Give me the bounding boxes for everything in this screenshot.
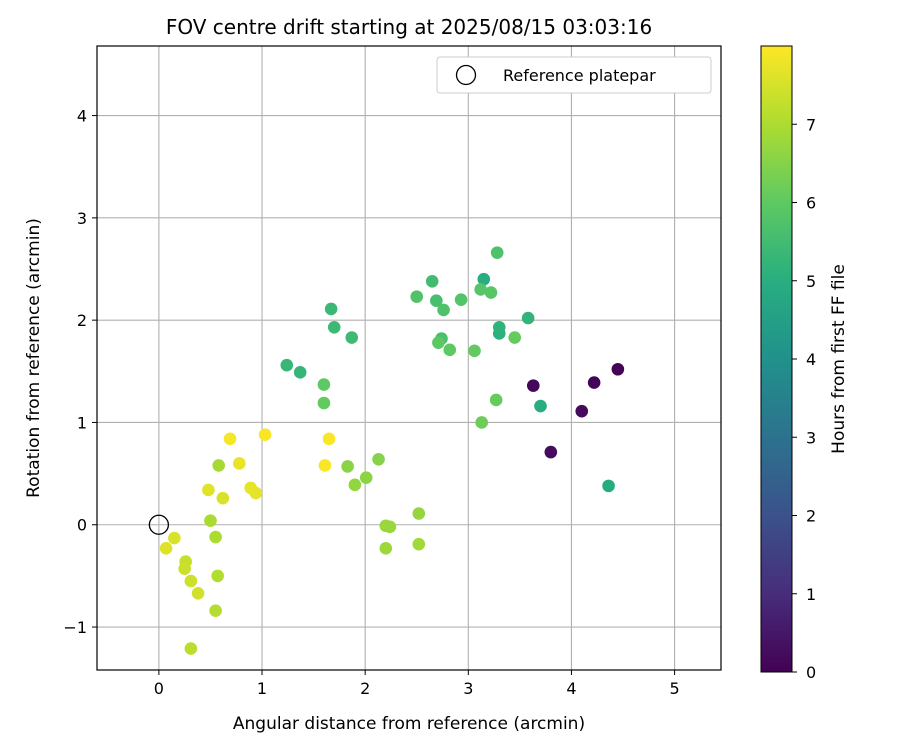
- scatter-point: [437, 303, 450, 317]
- y-tick-label: 0: [77, 516, 87, 535]
- scatter-point: [430, 294, 443, 308]
- reference-platepar-marker: [148, 514, 170, 535]
- scatter-point: [383, 520, 397, 534]
- scatter-point: [168, 531, 181, 545]
- scatter-point: [359, 471, 373, 484]
- scatter-point: [324, 302, 338, 316]
- colorbar-tick-label: 0: [806, 663, 816, 682]
- scatter-point: [544, 445, 558, 459]
- x-tick-label: 4: [566, 679, 576, 698]
- scatter-point: [412, 507, 426, 520]
- scatter-point: [490, 246, 504, 259]
- scatter-point: [293, 366, 307, 379]
- y-tick-label: 4: [77, 107, 87, 126]
- legend: Reference platepar: [436, 56, 712, 94]
- scatter-point: [345, 331, 359, 344]
- scatter-point: [526, 379, 540, 392]
- x-tick-label: 5: [669, 679, 679, 698]
- scatter-point: [602, 479, 615, 493]
- scatter-point: [521, 311, 535, 325]
- scatter-point: [348, 478, 362, 492]
- legend-box: [436, 56, 712, 94]
- scatter-point: [475, 416, 489, 429]
- x-tick-label: 1: [257, 679, 267, 698]
- scatter-point: [318, 459, 332, 472]
- colorbar-label: Hours from first FF file: [829, 264, 849, 454]
- scatter-point: [611, 362, 625, 376]
- y-tick-label: 2: [77, 311, 87, 330]
- scatter-point: [443, 343, 457, 357]
- colorbar-tick-label: 1: [806, 585, 816, 604]
- colorbar: 0 1 2 3 4 5 6 7 Hours from first FF file: [760, 45, 849, 682]
- reference-point-layer: [148, 514, 170, 535]
- y-tick-label: −1: [63, 618, 87, 637]
- scatter-point: [209, 530, 222, 544]
- scatter-point: [317, 378, 331, 391]
- colorbar-tick-label: 3: [806, 428, 816, 447]
- scatter-point: [178, 562, 191, 576]
- chart-title: FOV centre drift starting at 2025/08/15 …: [166, 15, 652, 39]
- scatter-point: [379, 541, 393, 555]
- scatter-point: [425, 274, 439, 288]
- colorbar-gradient: [760, 45, 793, 673]
- scatter-point: [454, 293, 468, 306]
- scatter-point: [492, 321, 506, 334]
- y-tick-label: 3: [77, 209, 87, 228]
- scatter-point: [489, 393, 503, 407]
- y-axis-label: Rotation from reference (arcmin): [24, 218, 44, 498]
- scatter-point: [341, 460, 354, 473]
- scatter-point: [587, 376, 601, 389]
- colorbar-tick-label: 5: [806, 272, 816, 291]
- scatter-point: [317, 396, 331, 410]
- scatter-point: [432, 336, 445, 349]
- y-tick-label: 1: [77, 413, 87, 432]
- scatter-point: [410, 290, 424, 303]
- scatter-point: [327, 321, 341, 334]
- x-tick-label: 2: [360, 679, 370, 698]
- scatter-point: [202, 483, 215, 497]
- scatter-point: [191, 586, 205, 600]
- scatter-point: [322, 432, 336, 446]
- scatter-point: [209, 604, 222, 617]
- scatter-point: [372, 452, 385, 466]
- scatter-point: [212, 459, 226, 472]
- legend-marker-reference: [455, 64, 477, 86]
- scatter-point: [534, 399, 547, 413]
- scatter-point: [508, 331, 522, 344]
- scatter-point: [474, 283, 487, 296]
- x-tick-label: 3: [463, 679, 473, 698]
- scatter-point: [484, 286, 498, 299]
- x-axis-ticks: 0 1 2 3 4 5: [154, 670, 680, 698]
- colorbar-ticks: 0 1 2 3 4 5 6 7: [792, 115, 816, 682]
- scatter-point: [412, 537, 426, 551]
- colorbar-tick-label: 7: [806, 115, 816, 134]
- scatter-point: [184, 574, 198, 588]
- scatter-points: [159, 246, 625, 655]
- scatter-point: [280, 358, 294, 372]
- scatter-point: [204, 514, 217, 527]
- scatter-point: [159, 541, 173, 555]
- scatter-point: [258, 428, 272, 442]
- scatter-point: [223, 432, 237, 446]
- x-tick-label: 0: [154, 679, 164, 698]
- colorbar-tick-label: 6: [806, 194, 816, 213]
- scatter-point: [211, 569, 224, 583]
- x-axis-label: Angular distance from reference (arcmin): [233, 714, 585, 734]
- scatter-point: [216, 491, 230, 505]
- grid-lines: [97, 46, 721, 670]
- legend-label-reference: Reference platepar: [503, 66, 656, 85]
- y-axis-ticks: −1 0 1 2 3 4: [63, 107, 97, 637]
- scatter-point: [575, 404, 589, 418]
- scatter-point: [477, 272, 491, 286]
- scatter-point: [233, 457, 246, 470]
- plot-frame: [96, 45, 722, 671]
- scatter-point: [468, 344, 481, 358]
- scatter-point: [249, 486, 263, 500]
- colorbar-tick-label: 4: [806, 350, 816, 369]
- scatter-point: [184, 642, 198, 655]
- colorbar-tick-label: 2: [806, 507, 816, 526]
